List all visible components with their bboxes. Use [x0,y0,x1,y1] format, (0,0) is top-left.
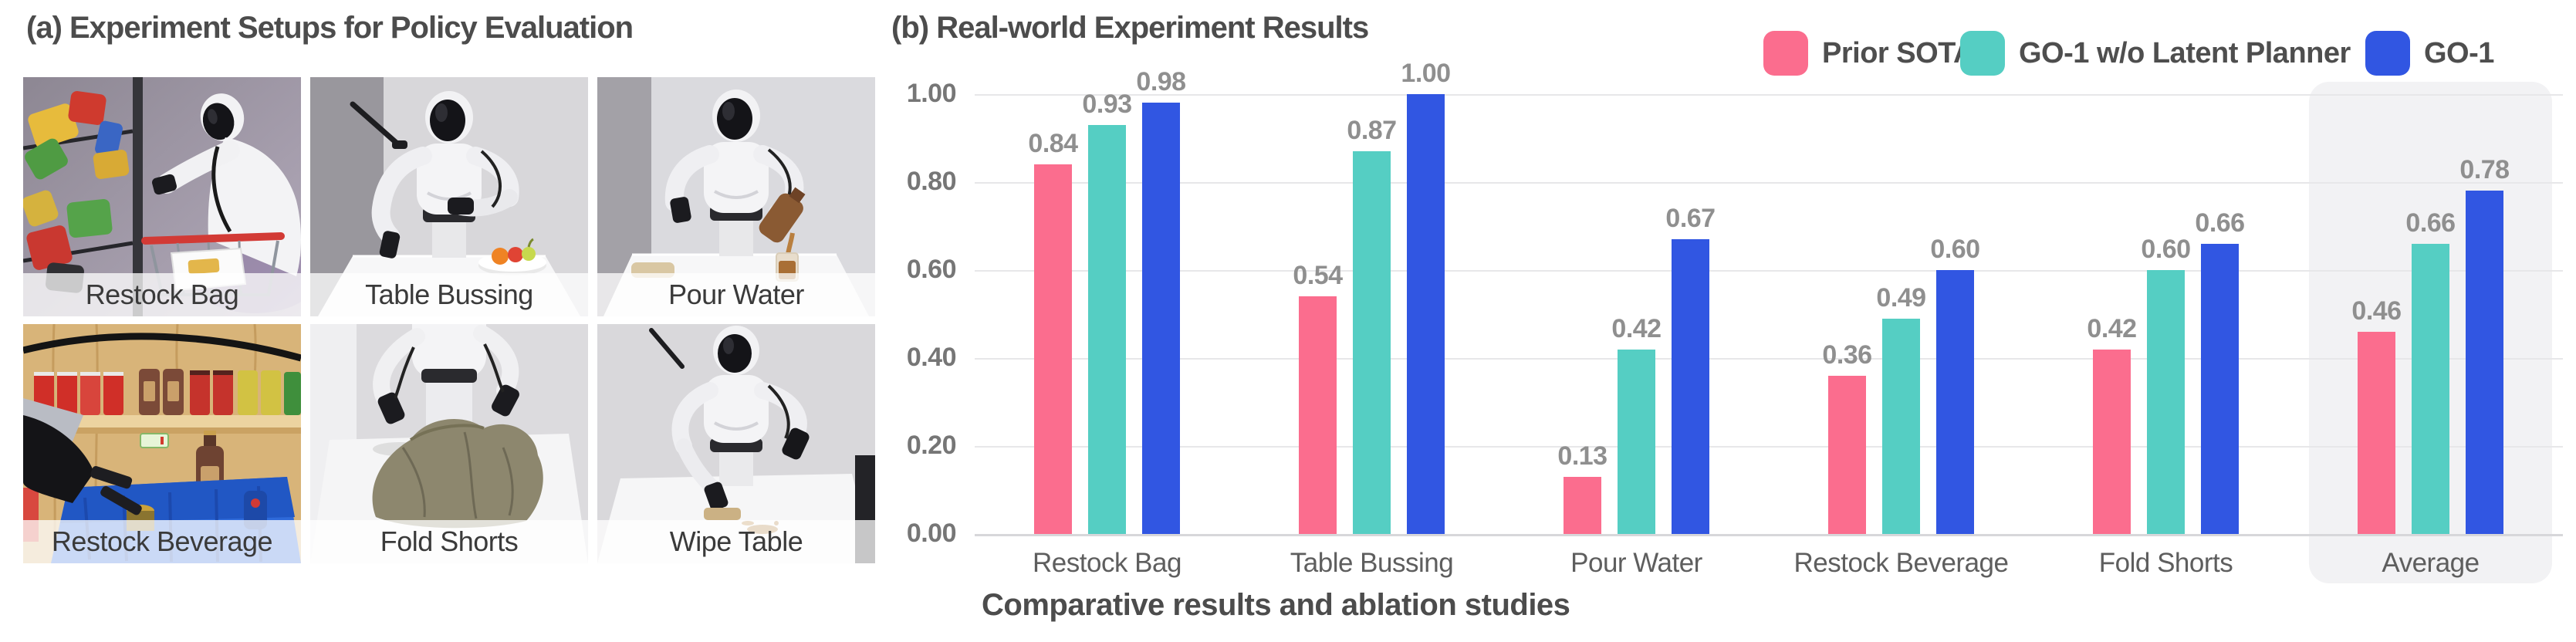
bar-value-label: 0.54 [1293,261,1343,291]
setup-photo-fold-shorts: Fold Shorts [310,324,588,563]
bar: 0.46 [2351,296,2402,534]
y-axis-tick-label: 0.80 [906,167,957,196]
setup-photo-label: Pour Water [597,273,875,316]
category-label: Table Bussing [1290,548,1454,578]
category-label: Restock Bag [1033,548,1182,578]
bar-value-label: 0.66 [2405,208,2456,238]
bar: 0.87 [1347,116,1397,534]
bar-value-label: 0.46 [2351,296,2402,326]
gridline [975,182,2563,184]
bar: 0.54 [1293,261,1343,534]
bar-group: 0.13 0.42 0.67 Pour Water [1504,94,1769,578]
bar-value-label: 0.42 [2087,313,2137,343]
bar: 0.60 [2141,235,2191,534]
bar-value-label: 0.42 [1611,313,1662,343]
setup-photo-label: Wipe Table [597,520,875,563]
bar: 0.66 [2405,208,2456,534]
gridline [975,446,2563,448]
bar-value-label: 0.13 [1557,441,1607,471]
setup-photo-restock-bag: Restock Bag [23,77,301,316]
bar-value-label: 0.67 [1665,204,1716,234]
gridline [975,94,2563,96]
setup-photo-label: Fold Shorts [310,520,588,563]
setup-photo-label: Table Bussing [310,273,588,316]
restock-bag-illustration [23,77,301,316]
legend-swatch-go1 [2365,31,2410,76]
bar-cluster: 0.54 0.87 1.00 [1239,59,1504,534]
bar-value-label: 0.84 [1028,129,1078,159]
bar-cluster: 0.46 0.66 0.78 [2298,94,2563,534]
setup-photo-pour-water: Pour Water [597,77,875,316]
panel-b-title: (b) Real-world Experiment Results [891,11,1369,45]
bar: 0.84 [1028,129,1078,534]
bar: 0.93 [1082,90,1132,534]
y-axis-tick-label: 0.60 [906,255,957,284]
bar-group: 0.54 0.87 1.00 Table Bussing [1239,59,1504,578]
bar-cluster: 0.13 0.42 0.67 [1504,94,1769,534]
gridline [975,534,2563,536]
setup-photo-restock-beverage: Restock Beverage [23,324,301,563]
bar: 0.66 [2195,208,2245,534]
bar-cluster: 0.42 0.60 0.66 [2033,94,2298,534]
bar: 0.98 [1136,67,1186,534]
bar: 0.67 [1665,204,1716,534]
category-label: Pour Water [1570,548,1702,578]
legend-label-prior-sota: Prior SOTA [1822,36,1975,69]
bar-group: 0.46 0.66 0.78 Average [2298,94,2563,578]
bar-value-label: 0.60 [2141,235,2191,264]
bar-value-label: 0.66 [2195,208,2245,238]
bar-value-label: 0.87 [1347,116,1397,146]
setup-photo-wipe-table: Wipe Table [597,324,875,563]
bar-group: 0.36 0.49 0.60 Restock Beverage [1769,94,2033,578]
gridline [975,358,2563,360]
bar: 0.36 [1822,340,1872,534]
legend-item-go1-wo-latent-planner: GO-1 w/o Latent Planner [1960,31,2351,76]
bar-value-label: 0.98 [1136,67,1186,97]
bar-chart-plot: 0.00 0.20 0.40 0.60 0.80 1.00 0.84 0.93 0.98 Rest… [907,59,2563,583]
setup-photo-table-bussing: Table Bussing [310,77,588,316]
y-axis-tick-label: 1.00 [906,79,957,108]
legend-label-go1: GO-1 [2424,36,2494,69]
bar: 0.60 [1930,235,1980,534]
y-axis-tick-label: 0.40 [906,343,957,372]
bar: 0.13 [1557,441,1607,534]
bar-group: 0.42 0.60 0.66 Fold Shorts [2033,94,2298,578]
legend-item-prior-sota: Prior SOTA [1763,31,1975,76]
experiment-setup-grid: Restock Bag [23,77,875,563]
bar-value-label: 0.49 [1876,282,1926,313]
figure-caption: Comparative results and ablation studies [982,588,1570,622]
bar: 1.00 [1401,59,1451,534]
legend-swatch-go1-wo-latent-planner [1960,31,2005,76]
bar-value-label: 0.93 [1082,89,1132,119]
bar-value-label: 0.36 [1822,340,1872,370]
category-label: Restock Beverage [1793,548,2009,578]
panel-a-title: (a) Experiment Setups for Policy Evaluat… [26,11,634,45]
setup-photo-label: Restock Beverage [23,520,301,563]
legend-label-go1-wo-latent-planner: GO-1 w/o Latent Planner [2019,36,2351,69]
legend-item-go1: GO-1 [2365,31,2494,76]
bar-group: 0.84 0.93 0.98 Restock Bag [975,67,1239,578]
bar: 0.78 [2459,155,2510,534]
bar: 0.42 [2087,314,2137,534]
bar-cluster: 0.84 0.93 0.98 [975,67,1239,534]
bar-value-label: 1.00 [1401,59,1451,88]
setup-photo-label: Restock Bag [23,273,301,316]
bar-value-label: 0.60 [1930,235,1980,264]
bar-value-label: 0.78 [2459,155,2510,185]
bar: 0.42 [1611,314,1662,534]
bar: 0.49 [1876,283,1926,534]
bar-cluster: 0.36 0.49 0.60 [1769,94,2033,534]
y-axis-tick-label: 0.00 [906,519,957,548]
category-label: Average [2382,548,2480,578]
y-axis-tick-label: 0.20 [906,431,957,460]
category-label: Fold Shorts [2098,548,2233,578]
legend-swatch-prior-sota [1763,31,1808,76]
gridline [975,270,2563,272]
